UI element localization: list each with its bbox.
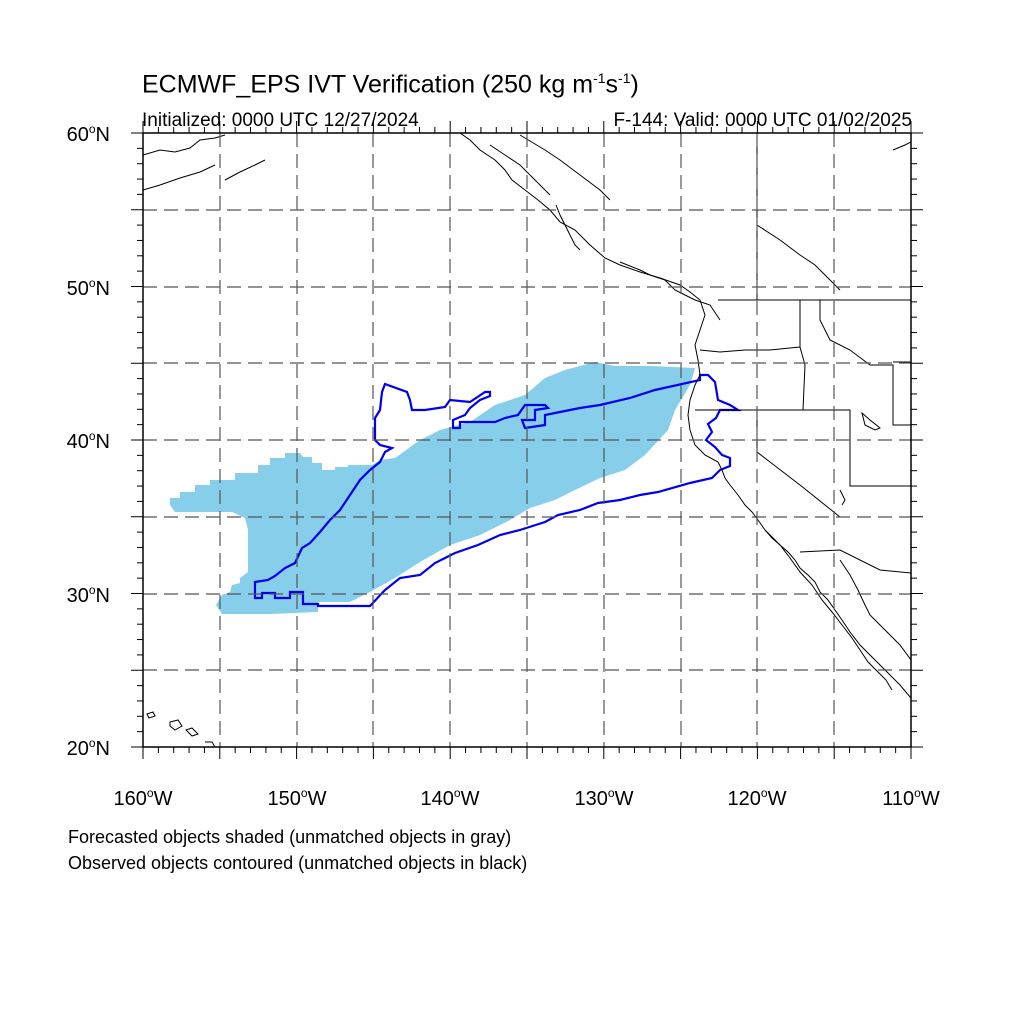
chart-title: ECMWF_EPS IVT Verification (250 kg m-1s-… [142,70,639,99]
valid-time: F-144: Valid: 0000 UTC 01/02/2025 [613,110,912,131]
axis-ticks [131,121,923,759]
lon-label-120: 120oW [727,786,787,810]
lat-label-30: 30oN [66,583,110,607]
initialized-time: Initialized: 0000 UTC 12/27/2024 [142,110,419,131]
legend-forecast: Forecasted objects shaded (unmatched obj… [68,827,512,847]
forecast-object-shaded [170,362,695,614]
lon-label-140: 140oW [420,786,480,810]
lat-label-50: 50oN [66,276,110,300]
lat-label-40: 40oN [66,429,110,453]
lat-label-60: 60oN [66,122,110,146]
observed-object-contour [253,373,742,608]
grid-lines [143,133,911,747]
coastlines [143,133,911,747]
legend-observed: Observed objects contoured (unmatched ob… [68,853,528,873]
lon-label-130: 130oW [574,786,634,810]
lat-label-20: 20oN [66,736,110,760]
lon-label-150: 150oW [267,786,327,810]
lon-label-160: 160oW [113,786,173,810]
lon-label-110: 110oW [882,786,940,810]
